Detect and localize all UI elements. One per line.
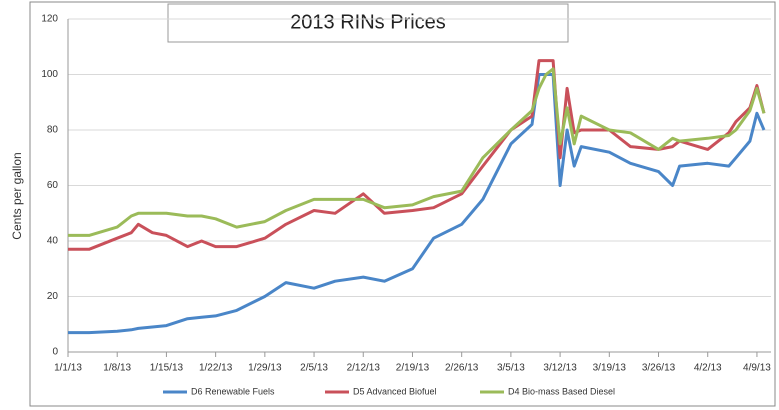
x-tick-label: 1/1/13 xyxy=(54,363,82,374)
y-tick-label: 0 xyxy=(52,347,58,358)
title-box xyxy=(167,3,569,43)
x-tick-label: 4/9/13 xyxy=(743,363,771,374)
y-tick-label: 120 xyxy=(41,14,58,25)
y-tick-label: 20 xyxy=(47,291,59,302)
y-tick-label: 80 xyxy=(47,125,59,136)
legend-label: D5 Advanced Biofuel xyxy=(353,386,437,396)
x-tick-label: 1/8/13 xyxy=(103,363,131,374)
series-line xyxy=(68,67,766,237)
y-axis-label: Cents per gallon xyxy=(10,152,24,239)
x-tick-label: 3/12/13 xyxy=(543,363,577,374)
y-tick-label: 40 xyxy=(47,236,59,247)
x-tick-label: 1/29/13 xyxy=(248,363,282,374)
x-tick-label: 1/22/13 xyxy=(199,363,233,374)
x-tick-label: 2/5/13 xyxy=(300,363,328,374)
x-tick-label: 2/26/13 xyxy=(445,363,479,374)
x-tick-label: 4/2/13 xyxy=(694,363,722,374)
x-tick-label: 3/19/13 xyxy=(593,363,627,374)
x-tick-label: 3/26/13 xyxy=(642,363,676,374)
chart-title: 2013 RINs Prices xyxy=(290,11,446,33)
x-tick-label: 2/19/13 xyxy=(396,363,430,374)
x-tick-label: 1/15/13 xyxy=(150,363,184,374)
y-tick-label: 100 xyxy=(41,69,58,80)
chart-border xyxy=(29,1,776,407)
series-line xyxy=(68,59,766,251)
x-tick-label: 3/5/13 xyxy=(497,363,525,374)
x-tick-label: 2/12/13 xyxy=(347,363,381,374)
y-tick-label: 60 xyxy=(47,180,59,191)
series-line xyxy=(68,73,766,335)
legend-label: D4 Bio-mass Based Diesel xyxy=(508,386,615,396)
legend-label: D6 Renewable Fuels xyxy=(191,386,275,396)
